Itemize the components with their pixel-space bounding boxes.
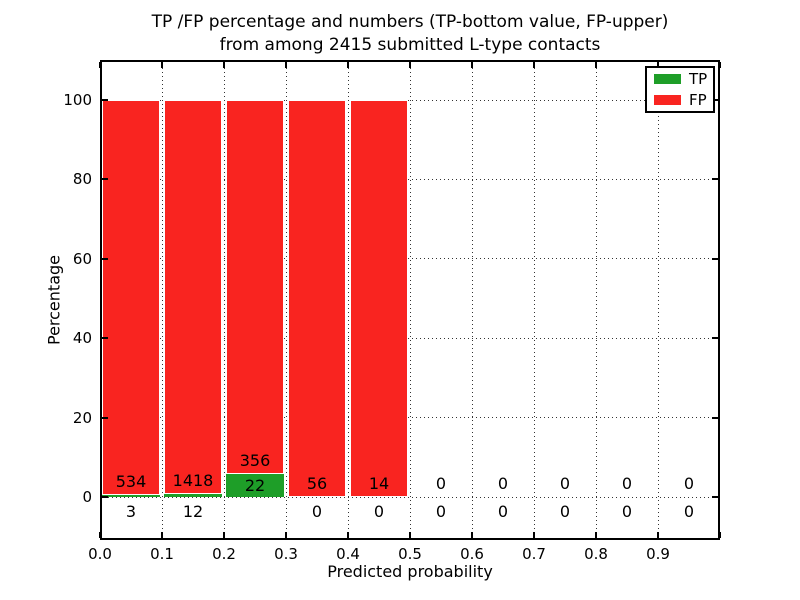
- bar-fp: [164, 100, 222, 494]
- x-tick: [657, 62, 659, 68]
- chart-title: TP /FP percentage and numbers (TP-bottom…: [90, 11, 730, 57]
- x-tick: [719, 532, 721, 538]
- fp-count-label: 534: [115, 471, 147, 491]
- x-tick: [285, 62, 287, 68]
- legend-entry-fp: FP: [647, 91, 713, 109]
- tp-count-label: 0: [621, 502, 633, 521]
- x-tick-label: 0.8: [584, 545, 608, 563]
- x-tick-label: 0.7: [522, 545, 546, 563]
- x-tick: [533, 532, 535, 538]
- y-tick: [712, 257, 718, 260]
- tp-count-label: 0: [683, 502, 695, 521]
- x-tick: [409, 532, 411, 538]
- gridline-vertical: [286, 60, 287, 540]
- fp-count-label: 0: [435, 474, 447, 493]
- bar-fp: [102, 100, 160, 495]
- y-tick-label: 20: [72, 408, 92, 427]
- x-tick: [409, 62, 411, 68]
- tp-count-label: 0: [435, 502, 447, 521]
- x-tick: [161, 532, 163, 538]
- tp-count-label: 0: [373, 502, 385, 521]
- y-tick-label: 0: [82, 488, 92, 506]
- tp-count-label: 3: [125, 502, 137, 521]
- x-tick: [99, 532, 101, 538]
- x-tick: [471, 62, 473, 68]
- fp-count-label: 14: [368, 474, 390, 493]
- x-tick-label: 0.0: [88, 545, 112, 563]
- y-tick-label: 40: [72, 329, 92, 348]
- chart-title-line2: from among 2415 submitted L-type contact…: [219, 35, 601, 55]
- gridline-vertical: [224, 60, 225, 540]
- x-tick-label: 0.9: [646, 545, 670, 563]
- x-tick: [533, 62, 535, 68]
- y-tick: [712, 99, 718, 101]
- y-tick: [712, 337, 718, 340]
- legend: TP FP: [645, 66, 715, 113]
- y-tick: [102, 337, 108, 340]
- x-tick: [161, 62, 163, 68]
- y-tick: [712, 416, 718, 419]
- x-axis-label: Predicted probability: [327, 562, 493, 581]
- bar-fp: [350, 100, 408, 497]
- x-tick: [223, 62, 225, 68]
- gridline-vertical: [348, 60, 349, 540]
- x-tick: [595, 532, 597, 538]
- x-tick: [657, 532, 659, 538]
- x-tick-label: 0.4: [336, 545, 360, 563]
- bar-tp: [226, 473, 284, 497]
- legend-swatch-fp-icon: [654, 94, 681, 105]
- bar-fp: [226, 100, 284, 474]
- x-tick-label: 0.5: [398, 545, 422, 563]
- chart-title-line1: TP /FP percentage and numbers (TP-bottom…: [151, 12, 669, 32]
- tp-count-label: 0: [497, 502, 509, 521]
- y-tick: [102, 416, 108, 419]
- y-tick-label: 60: [72, 249, 92, 268]
- x-tick-label: 0.6: [460, 545, 484, 563]
- fp-count-label: 356: [239, 450, 271, 470]
- y-tick-label: 100: [63, 91, 92, 109]
- legend-swatch-tp-icon: [654, 74, 681, 85]
- bar-tp: [102, 494, 160, 497]
- y-tick: [712, 496, 718, 498]
- x-tick-label: 0.3: [274, 545, 298, 563]
- x-tick: [285, 532, 287, 538]
- y-tick: [102, 257, 108, 260]
- x-tick: [719, 62, 721, 68]
- y-tick-label: 80: [72, 170, 92, 189]
- bar-fp: [288, 100, 346, 497]
- gridline-vertical: [658, 60, 659, 540]
- x-tick: [223, 532, 225, 538]
- x-tick-label: 0.1: [150, 545, 174, 563]
- x-tick: [347, 62, 349, 68]
- y-tick: [102, 178, 108, 181]
- fp-count-label: 56: [306, 474, 328, 493]
- legend-label-tp: TP: [689, 70, 708, 89]
- fp-count-label: 0: [683, 474, 695, 493]
- y-tick: [712, 178, 718, 181]
- legend-entry-tp: TP: [647, 70, 713, 88]
- bar-tp: [164, 493, 222, 497]
- fp-count-label: 0: [559, 474, 571, 493]
- tp-count-label: 12: [182, 502, 204, 521]
- tp-count-label: 0: [559, 502, 571, 521]
- x-tick: [471, 532, 473, 538]
- x-tick: [595, 62, 597, 68]
- gridline-vertical: [410, 60, 411, 540]
- x-tick: [99, 62, 101, 68]
- gridline-vertical: [596, 60, 597, 540]
- gridline-vertical: [534, 60, 535, 540]
- fp-count-label: 0: [497, 474, 509, 493]
- gridline-vertical: [472, 60, 473, 540]
- gridline-vertical: [162, 60, 163, 540]
- tp-count-label: 22: [244, 475, 266, 495]
- x-tick-label: 0.2: [212, 545, 236, 563]
- legend-label-fp: FP: [689, 90, 707, 109]
- x-tick: [347, 532, 349, 538]
- fp-count-label: 0: [621, 474, 633, 493]
- y-tick: [102, 496, 108, 498]
- fp-count-label: 1418: [172, 470, 214, 490]
- y-tick: [102, 99, 108, 101]
- tp-count-label: 0: [311, 502, 323, 521]
